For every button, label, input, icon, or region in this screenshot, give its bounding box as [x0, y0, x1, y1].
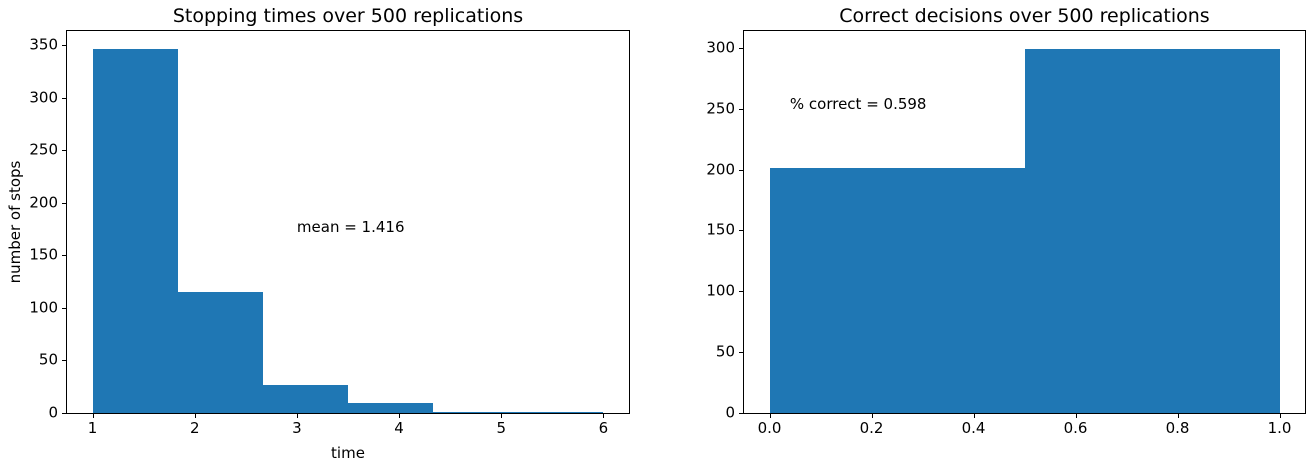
y-tick-mark — [62, 202, 66, 204]
y-axis-label: number of stops — [6, 160, 24, 284]
histogram-bar — [92, 49, 178, 413]
x-tick-mark — [399, 414, 401, 418]
histogram-bar — [433, 411, 519, 413]
x-tick-mark — [1075, 414, 1077, 418]
x-tick-label: 0.0 — [757, 419, 782, 437]
x-tick-mark — [973, 414, 975, 418]
plot-area: mean = 1.416 1 2 3 4 5 6 0 50 100 150 200 250 300 350 — [29, 30, 630, 436]
x-tick-mark — [1279, 414, 1281, 418]
x-tick-label: 0.4 — [961, 419, 986, 437]
x-tick-mark — [871, 414, 873, 418]
y-tick-mark — [739, 47, 743, 49]
chart-title: Stopping times over 500 replications — [172, 5, 524, 27]
y-tick-mark — [739, 352, 743, 354]
x-tick-label: 3 — [292, 419, 302, 437]
y-tick-mark — [739, 108, 743, 110]
x-tick-mark — [194, 414, 196, 418]
y-tick-label: 150 — [706, 220, 735, 239]
y-tick-label: 100 — [706, 281, 735, 300]
chart-title: Correct decisions over 500 replications — [839, 5, 1210, 27]
histogram-bar — [348, 402, 434, 413]
y-tick-label: 100 — [29, 298, 58, 317]
y-tick-label: 350 — [29, 35, 58, 54]
x-tick-mark — [501, 414, 503, 418]
x-tick-mark — [603, 414, 605, 418]
y-tick-mark — [62, 360, 66, 362]
y-tick-mark — [62, 255, 66, 257]
x-tick-label: 1.0 — [1267, 419, 1292, 437]
y-tick-label: 250 — [29, 140, 58, 159]
x-tick-label: 1 — [87, 419, 98, 437]
y-tick-mark — [62, 97, 66, 99]
x-tick-label: 6 — [598, 419, 609, 437]
histogram-bar — [262, 384, 348, 413]
x-tick-label: 0.6 — [1063, 419, 1088, 437]
histogram-bar — [518, 411, 604, 413]
histogram-bar — [769, 168, 1025, 413]
y-tick-label: 300 — [29, 88, 58, 107]
y-tick-mark — [739, 291, 743, 293]
y-tick-label: 0 — [725, 403, 735, 422]
y-tick-mark — [62, 307, 66, 309]
mean-annotation: mean = 1.416 — [296, 217, 405, 236]
x-axis-label: time — [331, 444, 365, 462]
x-tick-label: 4 — [394, 419, 404, 437]
y-tick-mark — [739, 413, 743, 414]
y-tick-label: 50 — [715, 342, 735, 361]
histogram-bar — [177, 292, 263, 413]
y-tick-label: 200 — [29, 193, 58, 212]
x-tick-label: 0.8 — [1165, 419, 1190, 437]
x-tick-mark — [769, 414, 771, 418]
x-tick-mark — [92, 414, 94, 418]
y-tick-mark — [62, 150, 66, 152]
x-tick-mark — [1177, 414, 1179, 418]
percent-correct-annotation: % correct = 0.598 — [789, 94, 927, 113]
y-tick-mark — [62, 413, 66, 414]
y-tick-mark — [739, 169, 743, 171]
x-tick-label: 2 — [189, 419, 200, 437]
x-tick-mark — [296, 414, 298, 418]
y-tick-mark — [62, 44, 66, 46]
x-tick-label: 5 — [496, 419, 507, 437]
plot-area: % correct = 0.598 0.0 0.2 0.4 0.6 0.8 1.0 0 50 1… — [706, 30, 1306, 436]
y-tick-mark — [739, 230, 743, 232]
y-tick-label: 0 — [48, 403, 58, 422]
y-tick-label: 150 — [29, 245, 58, 264]
y-tick-label: 250 — [706, 99, 735, 118]
y-tick-label: 200 — [706, 160, 735, 179]
y-tick-label: 50 — [38, 350, 58, 369]
y-tick-label: 300 — [706, 38, 735, 57]
x-tick-label: 0.2 — [859, 419, 884, 437]
histogram-bar — [1024, 49, 1280, 413]
